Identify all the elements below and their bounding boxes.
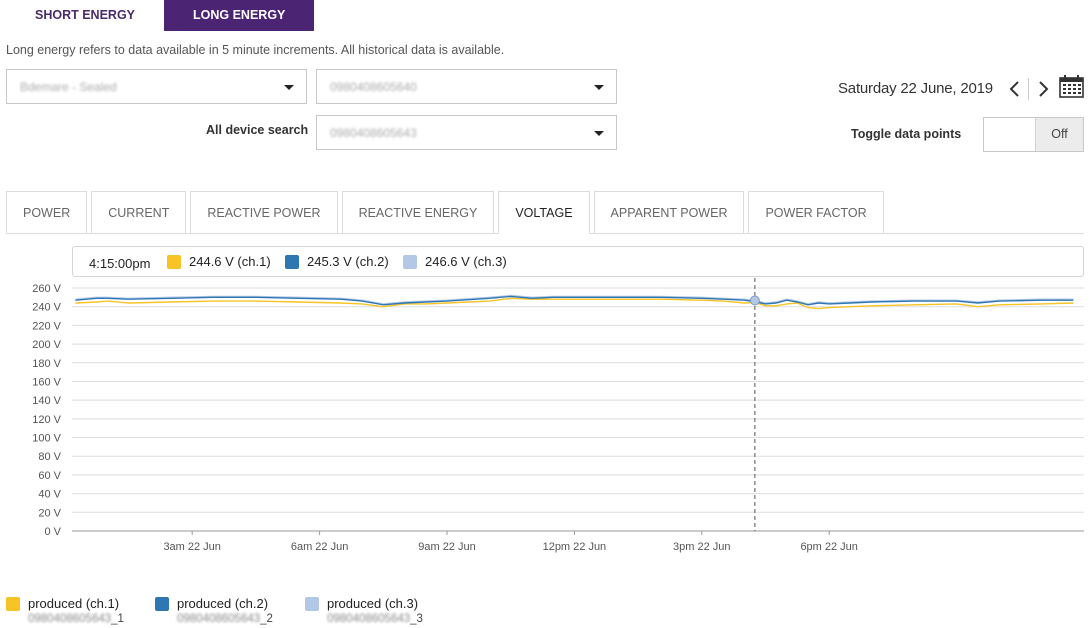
x-tick-label: 9am 22 Jun (418, 541, 475, 553)
y-tick-label: 260 V (32, 283, 61, 295)
legend-swatch-ch1 (6, 596, 20, 611)
chevron-right-icon[interactable] (1034, 80, 1052, 98)
selected-date: Saturday 22 June, 2019 (838, 80, 993, 97)
tab-apparent-power[interactable]: APPARENT POWER (593, 191, 745, 234)
swatch-ch2 (285, 254, 299, 269)
all-device-search-value: 0980408605643 (330, 126, 417, 140)
voltage-chart[interactable]: 0 V 20 V 40 V 60 V 80 V 100 V 120 V 140 V 160 V 1… (0, 278, 1090, 568)
y-tick-label: 220 V (32, 320, 61, 332)
y-tick-label: 0 V (44, 526, 61, 538)
y-tick-label: 200 V (32, 339, 61, 351)
toggle-state-off: Off (1035, 118, 1083, 151)
legend-item-ch2[interactable]: produced (ch.2) 0980408605643_2 (155, 596, 273, 625)
legend-device-ch3: 0980408605643 (327, 613, 411, 625)
y-tick-label: 140 V (32, 395, 61, 407)
chevron-left-icon[interactable] (1006, 80, 1024, 98)
y-tick-label: 100 V (32, 433, 61, 445)
legend-label-ch2: produced (ch.2) (177, 596, 269, 611)
legend-suffix-ch3: _3 (410, 613, 423, 625)
chart-tooltip: 4:15:00pm 244.6 V (ch.1) 245.3 V (ch.2) … (72, 246, 1084, 277)
series-line-ch2 (75, 295, 1074, 306)
chevron-down-icon (594, 85, 604, 90)
y-tick-label: 60 V (38, 470, 61, 482)
legend-label-ch3: produced (ch.3) (327, 596, 419, 611)
legend-item-ch1[interactable]: produced (ch.1) 0980408605643_1 (6, 596, 124, 625)
tab-reactive-power[interactable]: REACTIVE POWER (190, 191, 338, 234)
x-tick-label: 6am 22 Jun (291, 541, 348, 553)
y-tick-label: 80 V (38, 451, 61, 463)
date-nav-divider (1028, 78, 1029, 100)
calendar-icon[interactable] (1059, 74, 1084, 98)
energy-mode-tabs: SHORT ENERGY LONG ENERGY (6, 0, 315, 31)
device-select-value: 0980408605640 (330, 80, 417, 94)
measurement-tabs: POWER CURRENT REACTIVE POWER REACTIVE EN… (6, 191, 888, 234)
chevron-down-icon (284, 85, 294, 90)
tab-current[interactable]: CURRENT (91, 191, 187, 234)
y-tick-label: 180 V (32, 358, 61, 370)
long-energy-description: Long energy refers to data available in … (6, 43, 505, 57)
x-tick-label: 12pm 22 Jun (543, 541, 607, 553)
tooltip-value-ch2: 245.3 V (ch.2) (307, 254, 389, 269)
chevron-down-icon (594, 131, 604, 136)
series-line-ch3 (75, 294, 1074, 305)
tooltip-item-ch1: 244.6 V (ch.1) (167, 254, 271, 269)
y-tick-label: 20 V (38, 507, 61, 519)
swatch-ch3 (403, 254, 417, 269)
tab-short-energy[interactable]: SHORT ENERGY (6, 0, 165, 31)
site-select[interactable]: Bdemare - Sealed (6, 69, 307, 104)
y-tick-label: 240 V (32, 302, 61, 314)
all-device-search-label: All device search (206, 123, 309, 137)
legend-swatch-ch3 (305, 596, 319, 611)
y-tick-label: 160 V (32, 376, 61, 388)
series-line-ch1 (75, 297, 1074, 310)
tooltip-value-ch3: 246.6 V (ch.3) (425, 254, 507, 269)
toggle-data-points-switch[interactable]: Off (983, 117, 1084, 152)
x-tick-label: 3pm 22 Jun (673, 541, 730, 553)
y-tick-label: 120 V (32, 414, 61, 426)
tab-power[interactable]: POWER (6, 191, 88, 234)
toggle-data-points-label: Toggle data points (851, 127, 962, 141)
legend-label-ch1: produced (ch.1) (28, 596, 120, 611)
y-tick-label: 40 V (38, 489, 61, 501)
legend-item-ch3[interactable]: produced (ch.3) 0980408605643_3 (305, 596, 423, 625)
all-device-search-select[interactable]: 0980408605643 (316, 115, 617, 150)
site-select-value: Bdemare - Sealed (20, 80, 117, 94)
legend-device-ch2: 0980408605643 (177, 613, 261, 625)
legend-swatch-ch2 (155, 596, 169, 611)
tab-power-factor[interactable]: POWER FACTOR (748, 191, 884, 234)
swatch-ch1 (167, 254, 181, 269)
legend-suffix-ch1: _1 (111, 613, 124, 625)
tooltip-value-ch1: 244.6 V (ch.1) (189, 254, 271, 269)
tooltip-item-ch2: 245.3 V (ch.2) (285, 254, 389, 269)
legend-device-ch1: 0980408605643 (28, 613, 112, 625)
x-tick-label: 6pm 22 Jun (800, 541, 857, 553)
device-select[interactable]: 0980408605640 (316, 69, 617, 104)
tab-voltage[interactable]: VOLTAGE (498, 191, 590, 234)
x-tick-label: 3am 22 Jun (163, 541, 220, 553)
tooltip-item-ch3: 246.6 V (ch.3) (403, 254, 507, 269)
crosshair-point (749, 295, 760, 306)
tab-reactive-energy[interactable]: REACTIVE ENERGY (341, 191, 495, 234)
tooltip-time: 4:15:00pm (89, 256, 151, 271)
tab-long-energy[interactable]: LONG ENERGY (164, 0, 315, 31)
legend-suffix-ch2: _2 (260, 613, 273, 625)
